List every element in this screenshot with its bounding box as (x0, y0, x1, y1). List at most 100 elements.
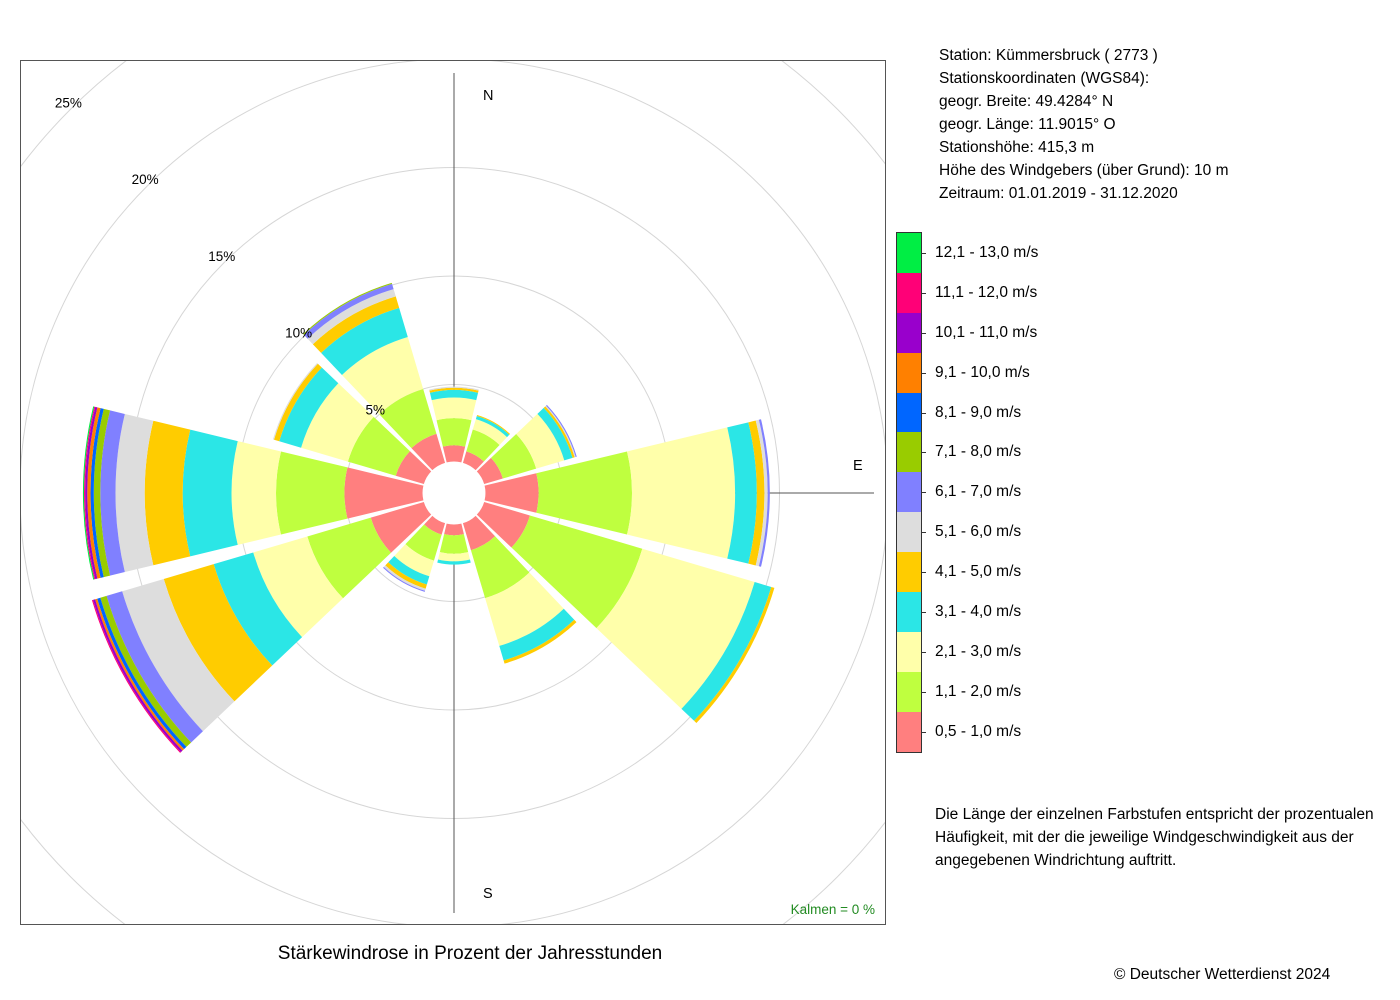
wedge-segment-ssw-class-3 (394, 544, 434, 577)
wedge-segment-wnw-class-2 (347, 416, 410, 476)
wedge-segment-w-class-11 (85, 406, 98, 580)
wedge-segment-s-class-3 (438, 552, 470, 562)
legend-tick (921, 332, 926, 334)
wedge-segment-ssw-class-2 (405, 524, 442, 561)
wedge-segment-sse-class-5 (503, 619, 577, 664)
wedge-segment-nnw-class-5 (312, 296, 400, 353)
wedge-segment-ene-class-1 (476, 457, 503, 485)
wedge-segment-nnw-class-3 (341, 336, 424, 415)
legend-label-2-1-3-0-m-s: 2,1 - 3,0 m/s (935, 642, 1022, 660)
wedge-segment-nne-class-5 (476, 414, 511, 435)
wedge-segment-wnw-class-4 (279, 367, 339, 448)
wind-rose-chart: 5% 10% 15% 20% 25% N E S Kalmen = 0 % (21, 61, 885, 924)
wedge-segment-ese-class-3 (596, 548, 755, 709)
legend-swatch-11-1-12-0-m-s (897, 272, 921, 313)
legend-tick (921, 292, 926, 294)
wedge-segment-s-class-1 (444, 523, 464, 536)
station-name: Station: Kümmersbruck ( 2773 ) (939, 47, 1158, 64)
wedge-segment-nnw-class-4 (321, 307, 408, 375)
legend-label-11-1-12-0-m-s: 11,1 - 12,0 m/s (935, 283, 1038, 301)
wind-rose-plot-area: 5% 10% 15% 20% 25% N E S Kalmen = 0 % (20, 60, 886, 925)
legend-label-0-5-1-0-m-s: 0,5 - 1,0 m/s (935, 722, 1022, 740)
wedge-segment-e-class-2 (536, 451, 632, 535)
wedge-segment-ssw-class-4 (388, 555, 430, 585)
wedge-segment-nnw-class-6 (307, 289, 396, 345)
wedge-segment-ene-class-4 (537, 407, 573, 461)
legend-label-6-1-7-0-m-s: 6,1 - 7,0 m/s (935, 483, 1022, 501)
wedge-segment-nnw-class-2 (379, 388, 437, 449)
sensor-height: Höhe des Windgebers (über Grund): 10 m (939, 162, 1229, 179)
wedge-segment-e-class-7 (758, 419, 770, 567)
wedge-segment-wnw-class-3 (301, 383, 374, 462)
legend-swatch-1-1-2-0-m-s (897, 671, 921, 712)
legend-label-5-1-6-0-m-s: 5,1 - 6,0 m/s (935, 523, 1022, 541)
legend-tick (921, 412, 926, 414)
wedge-segment-ese-class-4 (681, 582, 772, 721)
wedge-segment-w-class-10 (87, 407, 101, 579)
legend-color-bar (896, 232, 922, 753)
wedge-segment-n-class-2 (436, 418, 472, 447)
legend-tick (921, 572, 926, 574)
radial-tick-label-5: 5% (366, 402, 386, 417)
wedge-segment-wsw-class-4 (213, 552, 303, 666)
station-coordinates-heading: Stationskoordinaten (WGS84): (939, 70, 1150, 87)
wedge-segment-ene-class-2 (490, 434, 537, 479)
legend-label-4-1-5-0-m-s: 4,1 - 5,0 m/s (935, 563, 1022, 581)
wedge-segment-wsw-class-2 (307, 517, 392, 599)
legend-tick (921, 452, 926, 454)
wedge-segment-e-class-1 (484, 473, 539, 513)
wedge-segment-sse-class-1 (462, 515, 496, 551)
wedge-segment-sse-class-2 (470, 536, 530, 599)
wedge-segment-n-class-5 (429, 387, 479, 393)
wedge-segment-sse-class-4 (499, 608, 575, 661)
direction-label-n: N (483, 88, 493, 104)
wedge-segment-w-class-7 (100, 410, 125, 576)
wedge-segment-w-class-1 (344, 467, 424, 519)
wedge-segment-nne-class-1 (462, 451, 484, 471)
legend-tick (921, 252, 926, 254)
direction-label-s: S (483, 886, 493, 902)
legend-swatch-7-1-8-0-m-s (897, 432, 921, 473)
wedge-segment-w-class-12 (84, 406, 96, 580)
station-latitude: geogr. Breite: 49.4284° N (939, 93, 1114, 110)
legend-swatch-0-5-1-0-m-s (897, 711, 921, 752)
radial-tick-label-10: 10% (285, 326, 312, 341)
legend-swatch-8-1-9-0-m-s (897, 392, 921, 433)
wedge-segment-sse-class-3 (485, 572, 564, 646)
wedge-segment-nne-class-4 (475, 416, 510, 438)
legend-tick (921, 691, 926, 693)
legend-label-3-1-4-0-m-s: 3,1 - 4,0 m/s (935, 603, 1022, 620)
legend-label-10-1-11-0-m-s: 10,1 - 11,0 m/s (935, 323, 1038, 341)
wedge-segment-nnw-class-1 (411, 433, 446, 471)
legend-swatch-2-1-3-0-m-s (897, 631, 921, 672)
wedge-segment-w-class-4 (182, 429, 238, 557)
station-elevation: Stationshöhe: 415,3 m (939, 139, 1095, 156)
wedge-segment-e-class-4 (727, 422, 757, 564)
legend-swatch-5-1-6-0-m-s (897, 512, 921, 553)
calms-label: Kalmen = 0 % (791, 902, 875, 917)
wedge-segment-w-class-3 (231, 441, 281, 545)
wedge-segment-wsw-class-3 (253, 536, 344, 638)
wedge-segment-w-class-6 (115, 413, 154, 573)
wedge-segment-wnw-class-1 (395, 451, 432, 485)
legend-label-7-1-8-0-m-s: 7,1 - 8,0 m/s (935, 443, 1022, 461)
wedge-segment-ene-class-3 (516, 413, 565, 469)
wedge-segment-nne-class-3 (472, 419, 508, 445)
legend-swatch-10-1-11-0-m-s (897, 312, 921, 353)
wedge-segment-wsw-class-7 (106, 591, 203, 743)
wedge-segment-e-class-3 (627, 427, 736, 559)
wedge-segment-nne-class-2 (466, 429, 500, 462)
wedge-segment-e-class-6 (755, 419, 768, 567)
radial-tick-label-25: 25% (55, 95, 82, 110)
wedge-segment-n-class-6 (429, 386, 479, 391)
legend-label-12-1-13-0-m-s: 12,1 - 13,0 m/s (935, 243, 1039, 261)
wedge-segment-w-class-9 (90, 408, 104, 578)
wedge-segment-n-class-1 (442, 445, 466, 463)
wedge-segment-wsw-class-1 (370, 501, 432, 553)
legend-swatch-9-1-10-0-m-s (897, 352, 921, 393)
explanation-text: Die Länge der einzelnen Farbstufen entsp… (935, 806, 1374, 869)
legend-swatch-12-1-13-0-m-s (897, 233, 921, 273)
wedge-segment-e-class-5 (748, 420, 765, 566)
direction-label-e: E (853, 458, 863, 474)
station-longitude: geogr. Länge: 11.9015° O (939, 116, 1116, 133)
